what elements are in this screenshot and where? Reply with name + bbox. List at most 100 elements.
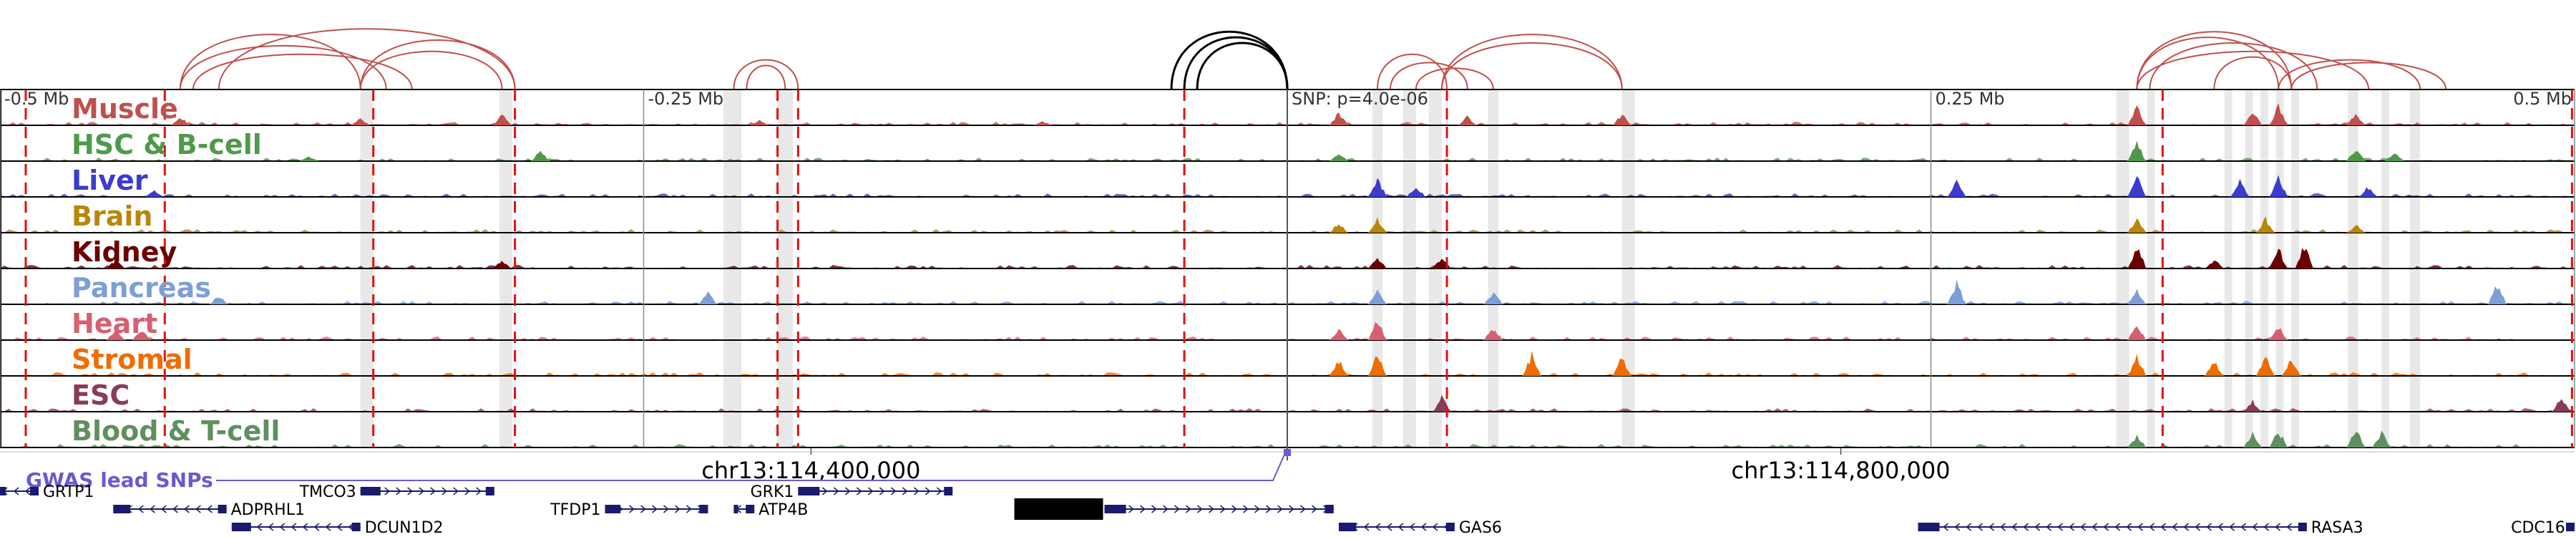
gene-exon xyxy=(605,505,621,513)
strand-arrow xyxy=(1943,523,1948,531)
track-peak xyxy=(2268,248,2289,268)
track-peak xyxy=(1405,188,1426,197)
loop-arc xyxy=(733,59,799,90)
strand-arrow xyxy=(2034,523,2040,531)
gwas-snp-track: GWAS lead SNPs xyxy=(26,449,1291,492)
strand-arrow xyxy=(336,523,343,531)
strand-arrow xyxy=(2206,523,2212,531)
track-peak xyxy=(2243,113,2263,125)
strand-arrow xyxy=(1420,523,1427,531)
strand-arrow xyxy=(640,505,646,513)
track-peak xyxy=(1367,217,1387,233)
gene-label: TFDP1 xyxy=(550,501,600,519)
loop-arc xyxy=(2278,59,2421,90)
strand-arrow xyxy=(1151,505,1157,513)
gene-exon xyxy=(113,505,131,513)
gene-exon xyxy=(2298,523,2307,531)
coordinate-label: chr13:114,800,000 xyxy=(1732,457,1951,484)
track-peak xyxy=(1611,115,1632,125)
loop-arc xyxy=(359,50,503,90)
loop-arc xyxy=(1440,42,1623,90)
track-peak xyxy=(105,328,126,340)
gene-exon xyxy=(351,523,361,531)
strand-arrow xyxy=(1386,523,1392,531)
strand-arrow xyxy=(913,487,919,495)
track-label-heart: Heart xyxy=(72,308,157,339)
track-label-muscle: Muscle xyxy=(72,93,178,125)
track-peak xyxy=(2358,187,2379,197)
track-peak xyxy=(105,258,126,268)
gene-label: ATP4B xyxy=(758,501,808,519)
strand-arrow xyxy=(844,487,851,495)
tick-label: 0.25 Mb xyxy=(1936,89,2005,109)
track-label-kidney: Kidney xyxy=(72,236,177,268)
track-peak xyxy=(1328,224,1349,233)
gene-label: RASA3 xyxy=(2311,519,2363,537)
strand-arrow xyxy=(195,505,201,513)
strand-arrow xyxy=(256,523,263,531)
track-label-pancreas: Pancreas xyxy=(72,272,211,304)
track-peak xyxy=(2346,114,2366,125)
strand-arrow xyxy=(464,487,470,495)
loop-arc xyxy=(359,39,516,90)
track-peak xyxy=(2294,248,2315,268)
strand-arrow xyxy=(856,487,862,495)
strand-arrow xyxy=(2160,523,2166,531)
loop-arc xyxy=(1389,62,1468,90)
gene-exon xyxy=(944,487,953,495)
strand-arrow xyxy=(1954,523,1960,531)
loop-arc xyxy=(2136,31,2293,90)
strand-arrow xyxy=(441,487,447,495)
gene-tfdp1: TFDP1 xyxy=(550,501,708,519)
gene-exon xyxy=(1338,523,1357,531)
loop-arc xyxy=(1415,67,1494,90)
strand-arrow xyxy=(1277,505,1283,513)
track-peak xyxy=(1367,178,1387,197)
track-peak xyxy=(2127,140,2147,161)
gene-dcun1d2: DCUN1D2 xyxy=(231,519,444,537)
track-peak xyxy=(2552,399,2572,412)
track-peak xyxy=(2384,153,2405,161)
snp-loop-arc xyxy=(1196,42,1289,90)
strand-arrow xyxy=(453,487,459,495)
track-peak xyxy=(749,120,770,125)
strand-arrow xyxy=(2172,523,2177,531)
track-peak xyxy=(2281,361,2302,376)
gene-exon xyxy=(798,487,820,495)
loop-arc xyxy=(746,64,786,90)
gene-exon xyxy=(746,505,755,513)
gene-label: GAS6 xyxy=(1459,519,1502,537)
strand-arrow xyxy=(867,487,874,495)
strand-arrow xyxy=(924,487,931,495)
track-peak xyxy=(2127,105,2147,125)
strand-arrow xyxy=(419,487,424,495)
gwas-lead-snps-label: GWAS lead SNPs xyxy=(26,468,213,492)
strand-arrow xyxy=(1409,523,1415,531)
track-peak xyxy=(2127,289,2147,304)
track-peak xyxy=(1611,359,1632,376)
gene-label: TMCO3 xyxy=(299,483,356,501)
track-peak xyxy=(2268,175,2289,197)
strand-arrow xyxy=(879,487,885,495)
track-peak xyxy=(2204,260,2225,268)
strand-arrow xyxy=(1186,505,1191,513)
loop-arc xyxy=(192,53,413,90)
coordinate-label: chr13:114,400,000 xyxy=(701,457,920,484)
strand-arrow xyxy=(2046,523,2051,531)
strand-arrow xyxy=(2263,523,2269,531)
gene-exon xyxy=(360,487,381,495)
track-peak xyxy=(2255,216,2276,233)
strand-arrow xyxy=(2183,523,2189,531)
track-peak xyxy=(2268,434,2289,448)
strand-arrow xyxy=(2000,523,2006,531)
loop-arc xyxy=(218,28,516,90)
gene-exon xyxy=(29,487,39,495)
gene-label-highlight-box xyxy=(1014,498,1103,520)
gene-exon xyxy=(231,523,251,531)
gene-exon xyxy=(1324,505,1334,513)
gene-exon xyxy=(1104,505,1126,513)
strand-arrow xyxy=(2114,523,2120,531)
gene-grk1: GRK1 xyxy=(751,483,953,501)
gene-grtp1: GRTP1 xyxy=(0,483,94,501)
strand-arrow xyxy=(2137,523,2143,531)
